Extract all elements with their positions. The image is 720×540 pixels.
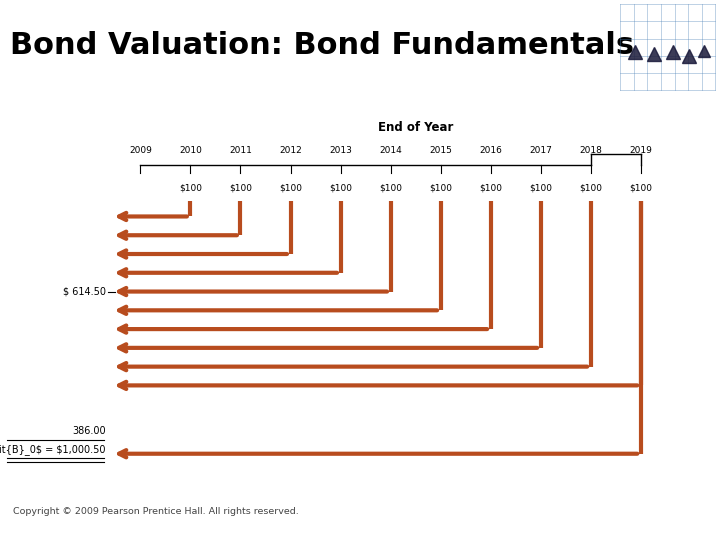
Text: $100: $100 — [480, 184, 502, 192]
Text: $100: $100 — [179, 184, 202, 192]
Text: $100: $100 — [229, 184, 252, 192]
Text: $100: $100 — [580, 184, 602, 192]
Text: $\mathit{B}_0$ = $1,000.50: $\mathit{B}_0$ = $1,000.50 — [0, 444, 106, 455]
Text: 2014: 2014 — [379, 146, 402, 154]
Text: Copyright © 2009 Pearson Prentice Hall. All rights reserved.: Copyright © 2009 Pearson Prentice Hall. … — [13, 508, 299, 516]
Text: $100: $100 — [279, 184, 302, 192]
Text: 2019: 2019 — [629, 146, 652, 154]
Text: $100: $100 — [629, 184, 652, 192]
Text: 2018: 2018 — [580, 146, 602, 154]
Text: $100: $100 — [379, 184, 402, 192]
Text: 2011: 2011 — [229, 146, 252, 154]
Text: $ 614.50: $ 614.50 — [63, 287, 106, 296]
Text: $100: $100 — [329, 184, 352, 192]
Text: 386.00: 386.00 — [72, 426, 106, 436]
Text: 2015: 2015 — [429, 146, 452, 154]
Text: 2009: 2009 — [129, 146, 152, 154]
Text: 2012: 2012 — [279, 146, 302, 154]
Text: 2013: 2013 — [329, 146, 352, 154]
Text: Bond Valuation: Bond Fundamentals: Bond Valuation: Bond Fundamentals — [10, 31, 634, 60]
Text: 2016: 2016 — [480, 146, 502, 154]
Text: 2017: 2017 — [529, 146, 552, 154]
Text: 35: 35 — [650, 498, 693, 528]
Text: $100: $100 — [429, 184, 452, 192]
Text: $100: $100 — [529, 184, 552, 192]
Text: 2010: 2010 — [179, 146, 202, 154]
Text: End of Year: End of Year — [378, 121, 454, 134]
